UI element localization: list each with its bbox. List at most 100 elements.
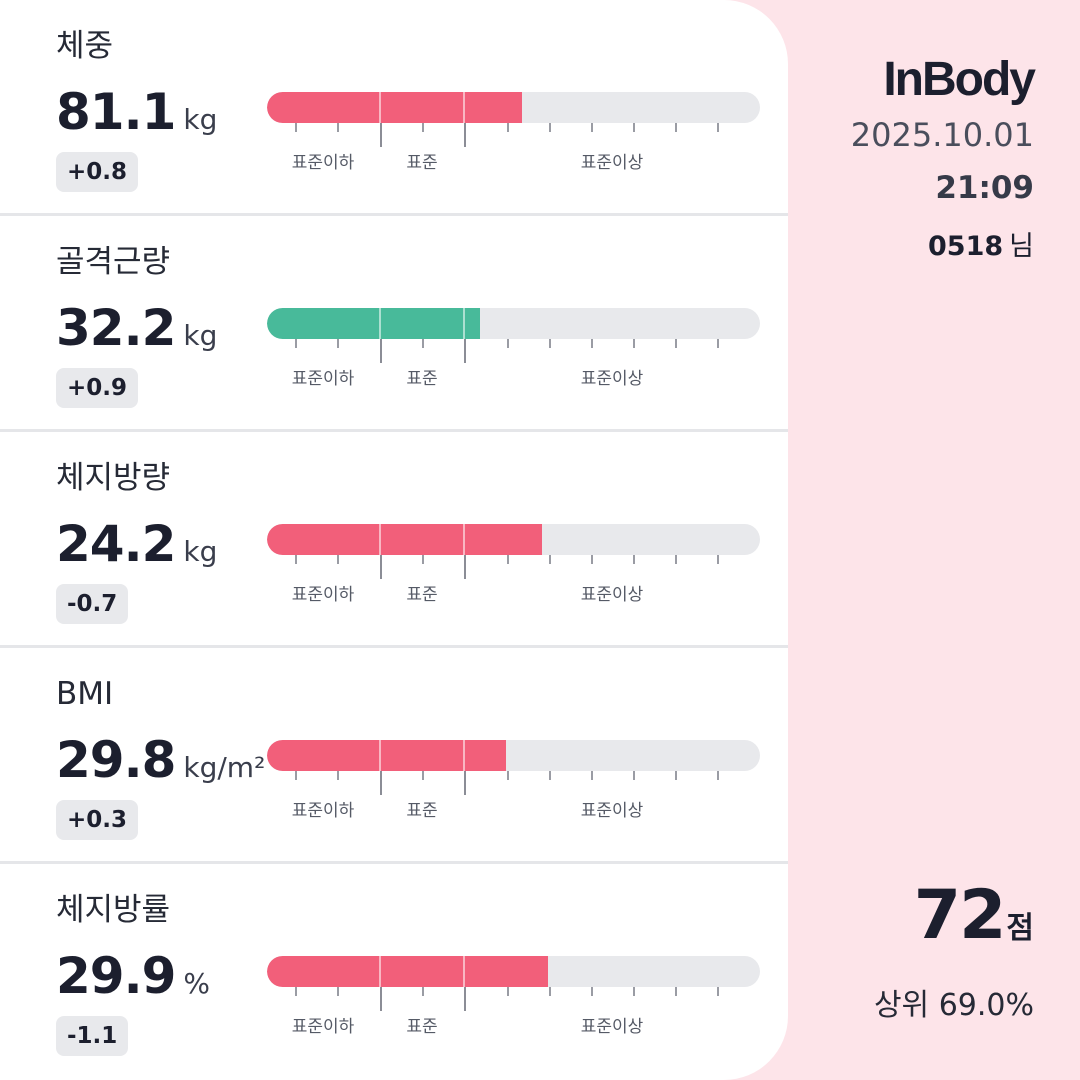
user-label: 0518 님 bbox=[928, 224, 1034, 263]
gauge-tick bbox=[295, 555, 297, 564]
metric-unit: kg bbox=[183, 535, 218, 568]
gauge-label-below: 표준이하 bbox=[291, 1017, 355, 1037]
gauge-tick bbox=[507, 771, 509, 780]
gauge-label-below: 표준이하 bbox=[291, 585, 355, 605]
metric-value: 29.8 kg/m² bbox=[56, 732, 265, 800]
gauge-label-above: 표준이상 bbox=[580, 369, 644, 389]
metric-value: 32.2 kg bbox=[56, 300, 217, 368]
user-honorific: 님 bbox=[1009, 231, 1034, 262]
gauge-tick bbox=[295, 339, 297, 348]
gauge-tick bbox=[675, 123, 677, 132]
metric-value: 29.9% bbox=[56, 948, 210, 1016]
gauge-tick bbox=[549, 123, 551, 132]
gauge-segment-divider bbox=[379, 524, 381, 555]
gauge-tick-major bbox=[380, 987, 382, 1011]
gauge-segment-divider bbox=[463, 92, 465, 123]
gauge-tick bbox=[675, 771, 677, 780]
gauge-fill bbox=[267, 92, 522, 123]
gauge-tick bbox=[337, 555, 339, 564]
gauge-fill bbox=[267, 524, 542, 555]
gauge-segment-divider bbox=[379, 740, 381, 771]
gauge-tick bbox=[422, 555, 424, 564]
metric-unit: kg/m² bbox=[183, 751, 266, 784]
metric-name: 체지방률 bbox=[56, 892, 171, 928]
gauge-tick bbox=[633, 771, 635, 780]
metric-gauge: 표준이하 표준 표준이상 bbox=[267, 308, 760, 418]
metric-gauge: 표준이하 표준 표준이상 bbox=[267, 92, 760, 202]
user-id: 0518 bbox=[928, 231, 1004, 262]
gauge-tick-major bbox=[380, 339, 382, 363]
metric-gauge: 표준이하 표준 표준이상 bbox=[267, 956, 760, 1066]
gauge-track bbox=[267, 92, 760, 123]
gauge-tick bbox=[717, 339, 719, 348]
score-unit: 점 bbox=[1006, 911, 1034, 946]
gauge-label-standard: 표준 bbox=[406, 1017, 438, 1037]
score-value: 72 bbox=[913, 876, 1007, 955]
gauge-label-above: 표준이상 bbox=[580, 153, 644, 173]
gauge-tick bbox=[337, 339, 339, 348]
row-divider bbox=[0, 213, 788, 216]
gauge-tick bbox=[507, 339, 509, 348]
gauge-tick-major bbox=[464, 339, 466, 363]
gauge-tick bbox=[507, 555, 509, 564]
gauge-tick bbox=[549, 771, 551, 780]
gauge-tick bbox=[295, 771, 297, 780]
metric-change-badge: +0.8 bbox=[56, 152, 139, 192]
gauge-tick bbox=[422, 123, 424, 132]
metric-number: 81.1 bbox=[56, 83, 176, 141]
gauge-fill bbox=[267, 740, 506, 771]
metric-row: 골격근량 32.2 kg +0.9 표준이하 표준 표준이상 bbox=[0, 216, 788, 432]
gauge-label-standard: 표준 bbox=[406, 153, 438, 173]
gauge-tick bbox=[717, 987, 719, 996]
metric-change-badge: -0.7 bbox=[56, 584, 129, 624]
metric-row: BMI 29.8 kg/m² +0.3 표준이하 표준 표준이상 bbox=[0, 648, 788, 864]
gauge-tick-major bbox=[380, 771, 382, 795]
gauge-track bbox=[267, 956, 760, 987]
gauge-tick bbox=[507, 987, 509, 996]
gauge-tick bbox=[591, 123, 593, 132]
score-rank: 상위 69.0% bbox=[873, 988, 1034, 1023]
metric-row: 체지방량 24.2 kg -0.7 표준이하 표준 표준이상 bbox=[0, 432, 788, 648]
gauge-track bbox=[267, 524, 760, 555]
gauge-tick bbox=[337, 771, 339, 780]
gauge-tick-major bbox=[464, 987, 466, 1011]
gauge-label-below: 표준이하 bbox=[291, 153, 355, 173]
metric-gauge: 표준이하 표준 표준이상 bbox=[267, 524, 760, 634]
gauge-tick bbox=[422, 771, 424, 780]
metric-row: 체중 81.1 kg +0.8 표준이하 표준 표준이상 bbox=[0, 0, 788, 216]
gauge-segment-divider bbox=[463, 740, 465, 771]
inbody-logo: InBody bbox=[883, 53, 1036, 106]
metric-value: 81.1 kg bbox=[56, 84, 217, 152]
gauge-fill bbox=[267, 956, 548, 987]
gauge-tick bbox=[633, 555, 635, 564]
metric-name: 체중 bbox=[56, 28, 114, 64]
gauge-tick-major bbox=[380, 555, 382, 579]
gauge-tick-major bbox=[464, 771, 466, 795]
gauge-segment-divider bbox=[379, 92, 381, 123]
metrics-card: 체중 81.1 kg +0.8 표준이하 표준 표준이상 골격근량 32.2 kg bbox=[0, 0, 788, 1080]
gauge-tick bbox=[549, 339, 551, 348]
metric-change-badge: -1.1 bbox=[56, 1016, 129, 1056]
gauge-tick bbox=[549, 987, 551, 996]
row-divider bbox=[0, 429, 788, 432]
metric-change-badge: +0.9 bbox=[56, 368, 139, 408]
gauge-tick bbox=[295, 123, 297, 132]
gauge-tick bbox=[422, 987, 424, 996]
gauge-tick bbox=[591, 987, 593, 996]
gauge-segment-divider bbox=[463, 956, 465, 987]
gauge-label-below: 표준이하 bbox=[291, 801, 355, 821]
gauge-tick-major bbox=[380, 123, 382, 147]
gauge-tick bbox=[422, 339, 424, 348]
gauge-label-standard: 표준 bbox=[406, 801, 438, 821]
metric-number: 29.8 bbox=[56, 731, 176, 789]
inbody-score: 72점 bbox=[914, 876, 1034, 955]
row-divider bbox=[0, 861, 788, 864]
gauge-tick bbox=[633, 987, 635, 996]
gauge-tick bbox=[675, 339, 677, 348]
gauge-tick bbox=[337, 987, 339, 996]
metric-unit: kg bbox=[183, 319, 218, 352]
gauge-track bbox=[267, 740, 760, 771]
gauge-tick bbox=[507, 123, 509, 132]
metric-number: 32.2 bbox=[56, 299, 176, 357]
